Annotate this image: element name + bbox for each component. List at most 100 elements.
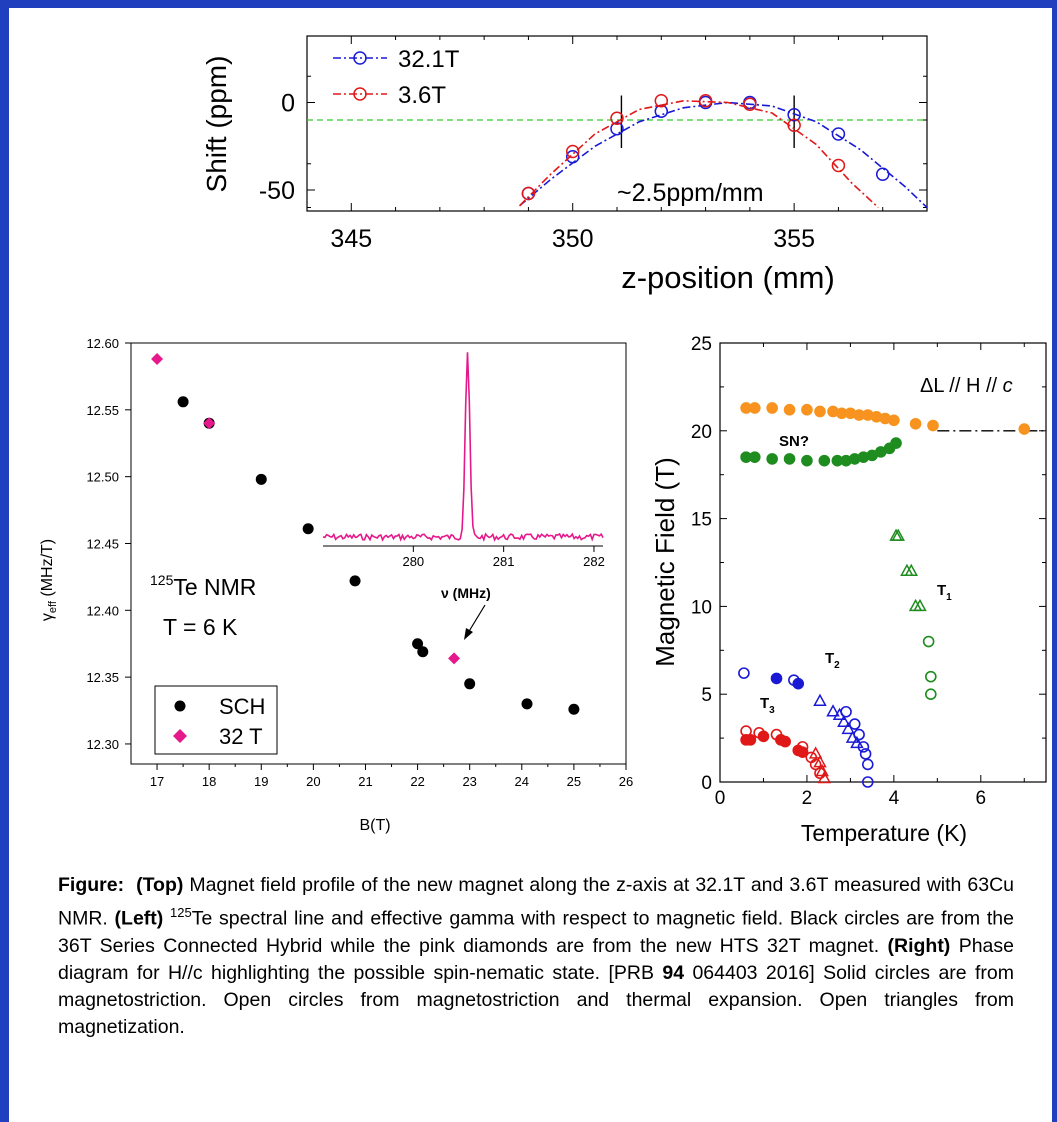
sn-label: SN?: [779, 433, 809, 450]
right-data-point-circle: [927, 419, 939, 432]
right-data-point-circle: [814, 405, 826, 418]
left-ytick-label: 12.30: [86, 737, 119, 752]
legend-label-32.1T: 32.1T: [398, 46, 460, 73]
right-data-point-circle: [909, 417, 922, 430]
caption-top-label: (Top): [136, 874, 184, 896]
right-data-point-triangle: [813, 693, 827, 706]
left-ytick-label: 12.50: [86, 470, 119, 485]
left-ylabel-main: γ: [39, 613, 56, 621]
temperature-label: T = 6 K: [163, 614, 238, 640]
caption-figure-label: Figure:: [58, 874, 125, 896]
top-annotation: ~2.5ppm/mm: [617, 179, 764, 207]
left-chart: 17 18 19 20 21 22 23 24 25 26 12.30 12.35 12.40 12.45…: [39, 336, 633, 834]
left-data-point-circle: [349, 575, 361, 587]
left-ytick-label: 12.55: [86, 403, 119, 418]
right-data-point-circle: [922, 635, 935, 648]
top-ytick-label: 0: [281, 90, 295, 118]
top-data-point: [787, 118, 801, 132]
t3-main: T: [760, 695, 769, 712]
left-xtick-label: 23: [462, 774, 476, 789]
left-xtick-label: 26: [619, 774, 633, 789]
t2-label: T2: [825, 650, 840, 671]
right-data-point-circle: [779, 735, 792, 748]
caption-right-bold: 94: [662, 961, 685, 984]
right-data-point-triangle: [837, 714, 851, 728]
top-data-point: [831, 127, 846, 141]
left-xtick-label: 22: [410, 774, 424, 789]
right-ylabel: Magnetic Field (T): [650, 457, 680, 667]
right-data-point-circle: [748, 402, 761, 414]
right-title-prefix: ΔL // H //: [920, 375, 1003, 397]
caption-top-text: Magnet field profile of the new magnet a…: [58, 874, 1014, 930]
right-data-point-triangle: [813, 755, 827, 768]
inset-spectrum: 280 281 282 ν (MHz): [322, 352, 605, 640]
caption-right-text2: 064403 2016] Solid circles are from magn…: [58, 961, 1015, 1038]
inset-xtick-label: 282: [583, 554, 605, 569]
left-xtick-label: 24: [515, 774, 529, 789]
te-nmr-text: Te NMR: [173, 574, 256, 600]
right-ytick-label: 20: [691, 422, 712, 443]
left-ylabel-unit: (MHz/T): [39, 539, 56, 601]
right-data-point-circle: [925, 688, 937, 701]
top-data-point: [654, 94, 669, 108]
left-ylabel-sub: eff: [47, 600, 59, 613]
left-data-point-diamond: [151, 353, 164, 366]
left-xtick-label: 18: [202, 774, 216, 789]
left-legend-box: [154, 685, 278, 755]
t1-label: T1: [937, 582, 952, 603]
right-xtick-label: 4: [889, 788, 900, 809]
right-data-point-circle: [861, 776, 874, 788]
t1-sub: 1: [946, 592, 952, 603]
t3-label: T3: [760, 695, 775, 716]
right-data-point-circle: [766, 453, 778, 465]
right-data-point-circle: [1018, 423, 1031, 435]
left-data-point-circle: [177, 396, 189, 408]
figure-caption: Figure: (Top) Magnet field profile of th…: [58, 872, 1014, 1041]
right-chart: 0 2 4 6 0 5 10 15 20 25 Temperature (K) Magnetic …: [650, 334, 1047, 846]
right-data-point-circle: [888, 414, 900, 427]
right-data-point-circle: [925, 670, 937, 683]
right-data-point-triangle: [832, 707, 847, 721]
right-data-point-triangle: [904, 563, 919, 577]
inset-xlabel: ν (MHz): [441, 585, 491, 601]
legend-label-3.6T: 3.6T: [398, 82, 446, 109]
left-data-point-circle: [417, 646, 429, 658]
top-ytick-label: -50: [259, 177, 295, 205]
top-xtick-label: 355: [773, 225, 815, 253]
caption-left-text: Te spectral line and effective gamma wit…: [58, 907, 1015, 957]
top-data-point: [521, 186, 536, 201]
legend-label-sch: SCH: [219, 694, 265, 719]
right-xtick-label: 0: [715, 788, 726, 809]
left-ytick-label: 12.40: [86, 603, 119, 618]
right-data-point-circle: [753, 727, 765, 739]
left-xtick-label: 20: [306, 774, 320, 789]
left-data-point-circle: [521, 698, 533, 710]
left-ytick-label: 12.60: [86, 336, 119, 351]
right-data-point-circle: [766, 402, 778, 414]
top-fit-line-1: [519, 99, 879, 209]
left-data-point-circle: [412, 638, 424, 650]
right-ytick-label: 10: [691, 597, 712, 618]
legend-marker-32t: [173, 729, 187, 743]
right-data-point-circle: [848, 718, 861, 730]
te-nmr-sup: 125: [150, 572, 174, 588]
left-xtick-label: 21: [358, 774, 372, 789]
caption-right-label: (Right): [887, 934, 951, 957]
frame-right-border: [1052, 0, 1057, 1122]
left-ytick-label: 12.35: [86, 670, 119, 685]
top-data-point: [565, 144, 580, 159]
legend-label-32t: 32 T: [219, 724, 263, 749]
top-ylabel: Shift (ppm): [201, 56, 232, 193]
left-xtick-label: 19: [254, 774, 268, 789]
top-chart: 345 350 355 0 -50 Shift (ppm) z-position (mm…: [201, 35, 928, 295]
frame-left-border: [0, 0, 9, 1122]
right-data-point-circle: [818, 454, 831, 467]
left-xlabel: B(T): [359, 817, 390, 834]
left-data-point-circle: [568, 703, 580, 715]
te-nmr-label: 125Te NMR: [150, 572, 256, 600]
right-ytick-label: 5: [701, 685, 712, 706]
right-data-point-triangle: [891, 528, 905, 541]
t2-main: T: [825, 650, 834, 667]
right-data-point-circle: [783, 403, 796, 416]
inset-spectrum-line: [322, 352, 604, 542]
